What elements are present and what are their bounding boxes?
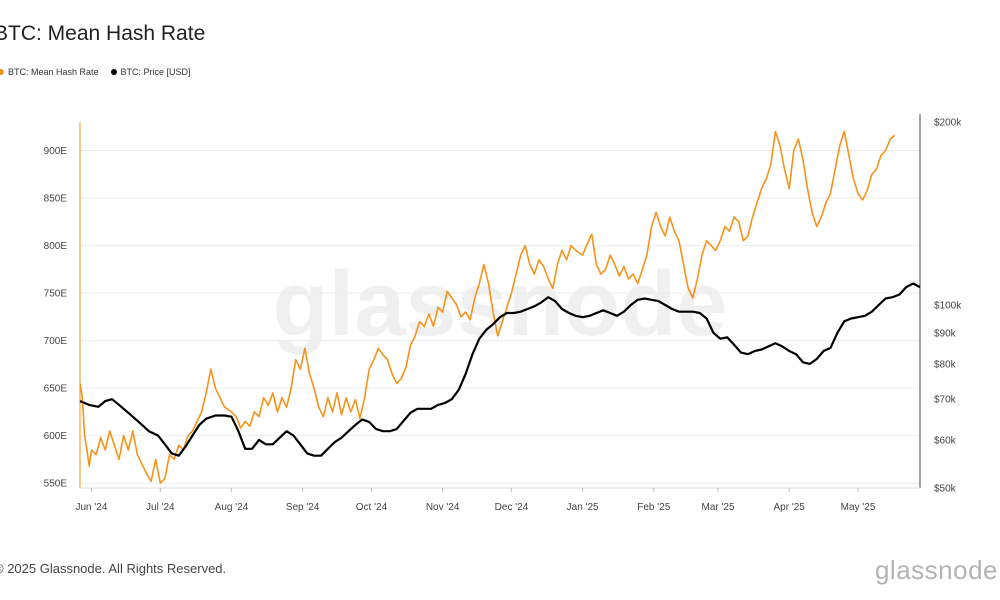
left-tick-label: 800E: [44, 241, 68, 252]
right-tick-label: $90k: [934, 328, 957, 339]
right-tick-label: $60k: [934, 435, 957, 446]
x-tick-label: Jan '25: [567, 502, 599, 513]
x-tick-label: Nov '24: [426, 502, 460, 513]
legend-item-price[interactable]: BTC: Price [USD]: [110, 67, 191, 77]
copyright-text: © 2025 Glassnode. All Rights Reserved.: [0, 561, 227, 576]
chart-title: BTC: Mean Hash Rate: [0, 22, 206, 45]
legend-label-hash-rate: BTC: Mean Hash Rate: [8, 67, 99, 77]
series-group: [79, 130, 921, 484]
x-axis: Jun '24 Jul '24 Aug '24 Sep '24 Oct '24 Nov '…: [76, 487, 920, 513]
watermark: glassnode: [272, 253, 727, 355]
left-tick-label: 900E: [44, 146, 68, 157]
right-tick-label: $70k: [934, 395, 957, 406]
left-tick-label: 550E: [44, 479, 68, 490]
right-axis: $50k $60k $70k $80k $90k $100k $200k: [919, 114, 962, 495]
x-tick-label: Sep '24: [286, 502, 320, 513]
right-tick-label: $50k: [934, 484, 957, 495]
right-tick-label: $100k: [934, 301, 962, 312]
series-line-price: [79, 282, 921, 457]
x-tick-label: Oct '24: [356, 502, 388, 513]
legend-label-price: BTC: Price [USD]: [120, 67, 191, 77]
left-tick-label: 650E: [44, 384, 68, 395]
x-tick-label: Aug '24: [215, 502, 249, 513]
x-tick-label: Mar '25: [702, 502, 735, 513]
left-tick-label: 750E: [44, 289, 68, 300]
x-tick-label: Jun '24: [76, 502, 108, 513]
x-tick-label: Feb '25: [637, 502, 670, 513]
glassnode-logo[interactable]: glassnode: [874, 555, 998, 585]
x-tick-label: Apr '25: [773, 502, 805, 513]
legend-dot-hash-rate: [0, 69, 4, 75]
right-tick-label: $200k: [934, 118, 962, 129]
series-line-hash-rate: [79, 130, 896, 484]
gridlines: [80, 150, 920, 484]
legend: BTC: Mean Hash Rate BTC: Price [USD]: [0, 67, 191, 77]
x-tick-label: Jul '24: [146, 502, 175, 513]
right-tick-label: $80k: [934, 359, 957, 370]
x-tick-label: Dec '24: [495, 502, 529, 513]
left-tick-label: 850E: [44, 194, 68, 205]
legend-item-hash-rate[interactable]: BTC: Mean Hash Rate: [0, 67, 99, 77]
x-tick-label: May '25: [841, 502, 876, 513]
left-tick-label: 600E: [44, 431, 68, 442]
left-axis: 550E 600E 650E 700E 750E 800E 850E 900E: [44, 122, 81, 490]
legend-dot-price: [110, 69, 117, 75]
left-tick-label: 700E: [44, 336, 68, 347]
